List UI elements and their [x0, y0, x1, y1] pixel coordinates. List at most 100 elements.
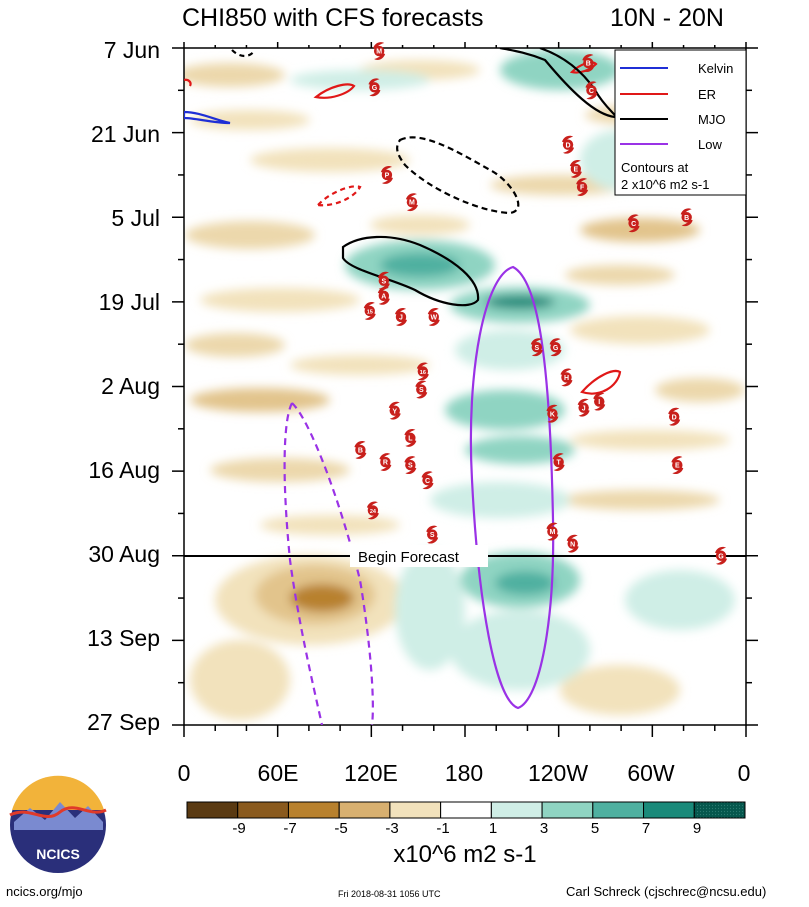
storm-label: M [376, 49, 382, 56]
colorbar-label: -9 [232, 820, 246, 837]
storm-marker: Y [388, 401, 401, 420]
storm-eye-icon [427, 529, 438, 540]
storm-marker: R [379, 453, 392, 471]
colorbar-swatch [287, 801, 340, 819]
colorbar-swatch [592, 801, 645, 819]
storm-eye-icon [405, 459, 416, 471]
storm-eye-icon [531, 342, 543, 353]
storm-marker: B [582, 54, 595, 73]
storm-eye-icon [578, 402, 589, 413]
storm-eye-icon [586, 85, 597, 96]
storm-label: I [598, 399, 600, 406]
storm-marker: M [405, 193, 418, 212]
storm-label: P [385, 173, 390, 180]
legend-label-er: ER [698, 87, 716, 102]
storm-eye-icon [373, 45, 385, 57]
storm-label: A [381, 293, 386, 300]
ncics-logo: NCICS [9, 775, 107, 873]
storm-label: C [631, 221, 636, 228]
logo-sun [12, 775, 104, 810]
storm-eye-icon [405, 432, 416, 444]
storm-label: W [430, 315, 437, 322]
logo-line [9, 806, 107, 818]
storm-eye-icon [395, 311, 407, 323]
colorbar-units: x10^6 m2 s-1 [393, 841, 536, 868]
colorbar-swatch [237, 801, 289, 819]
colorbar-swatch [643, 801, 695, 819]
kelvin-contour [184, 110, 231, 125]
low-contour-dashed [283, 402, 374, 725]
y-tick-label-5-jul: 5 Jul [111, 205, 160, 231]
storm-marker: S [530, 338, 543, 357]
storm-marker: G [715, 546, 728, 565]
storm-label: J [399, 315, 403, 322]
colorbar [186, 801, 746, 819]
storm-label: J [582, 405, 586, 412]
storm-eye-icon [567, 538, 578, 549]
storm-label: G [372, 85, 378, 92]
storm-label: R [383, 460, 388, 467]
storm-marker: S [426, 525, 439, 544]
storm-eye-icon [416, 384, 427, 395]
x-tick-label-120w: 120W [527, 760, 589, 786]
storm-marker: B [680, 208, 693, 227]
legend-label-kelvin: Kelvin [698, 61, 733, 76]
colorbar-label: -3 [385, 820, 399, 837]
y-tick-label-19-jul: 19 Jul [98, 289, 160, 315]
storm-label: S [534, 345, 539, 352]
storm-eye-icon [672, 459, 683, 471]
legend-note-1: Contours at [621, 160, 689, 175]
colorbar-swatch [389, 801, 442, 819]
storm-label: S [430, 532, 435, 539]
storm-marker: N [566, 534, 579, 553]
storm-marker: C [585, 81, 598, 100]
footer-author: Carl Schreck (cjschrec@ncsu.edu) [566, 884, 767, 899]
storm-label: B [358, 448, 363, 455]
y-tick-label-30-aug: 30 Aug [88, 541, 160, 567]
y-tick-label-2-aug: 2 Aug [101, 373, 160, 399]
storm-label: G [718, 553, 724, 560]
storm-marker: F [576, 178, 589, 196]
colorbar-label: 3 [539, 820, 549, 837]
storm-marker: H [560, 368, 573, 387]
storm-marker: M [373, 42, 386, 60]
legend-note-2: 2 x10^6 m2 s-1 [621, 177, 709, 192]
colorbar-swatch [338, 801, 391, 819]
storm-eye-icon [715, 550, 727, 561]
storm-eye-icon [547, 408, 558, 419]
footer-timestamp: Fri 2018-08-31 1056 UTC [338, 889, 441, 899]
storm-marker: 24 [366, 501, 379, 520]
x-tick-label-0-end: 0 [737, 760, 751, 786]
storm-marker: T [552, 453, 565, 471]
storm-eye-icon [381, 169, 393, 181]
storm-label: H [564, 375, 569, 382]
chart-title: CHI850 with CFS forecasts [182, 4, 484, 32]
logo-text: NCICS [36, 846, 80, 862]
mjo-contour-dashed [396, 136, 520, 215]
storm-marker: D [668, 407, 681, 426]
storm-markers: M G B C D E F P M C B S A 15 J W S G 16 H S I J K Y D L B R S T E C 24 S M N… [354, 42, 728, 565]
begin-forecast-label: Begin Forecast [358, 549, 460, 566]
storm-marker: M [546, 522, 559, 541]
colorbar-label: -5 [334, 820, 348, 837]
storm-label: L [408, 435, 413, 442]
storm-eye-icon [428, 311, 439, 323]
colorbar-swatch [440, 801, 492, 819]
storm-eye-icon [389, 405, 400, 416]
storm-eye-icon [562, 139, 574, 150]
storm-label: C [589, 88, 594, 95]
storm-label: K [550, 411, 555, 418]
storm-label: 16 [420, 370, 426, 376]
storm-eye-icon [380, 456, 391, 468]
storm-label: T [557, 460, 562, 467]
x-tick-label-0: 0 [177, 760, 191, 786]
storm-marker: K [546, 404, 559, 423]
storm-label: 15 [367, 310, 373, 316]
storm-marker: 15 [363, 302, 376, 320]
storm-marker: E [671, 456, 684, 475]
storm-eye-icon [576, 181, 588, 193]
storm-marker: S [415, 380, 428, 399]
storm-eye-icon [355, 444, 366, 456]
storm-marker: W [427, 308, 440, 326]
